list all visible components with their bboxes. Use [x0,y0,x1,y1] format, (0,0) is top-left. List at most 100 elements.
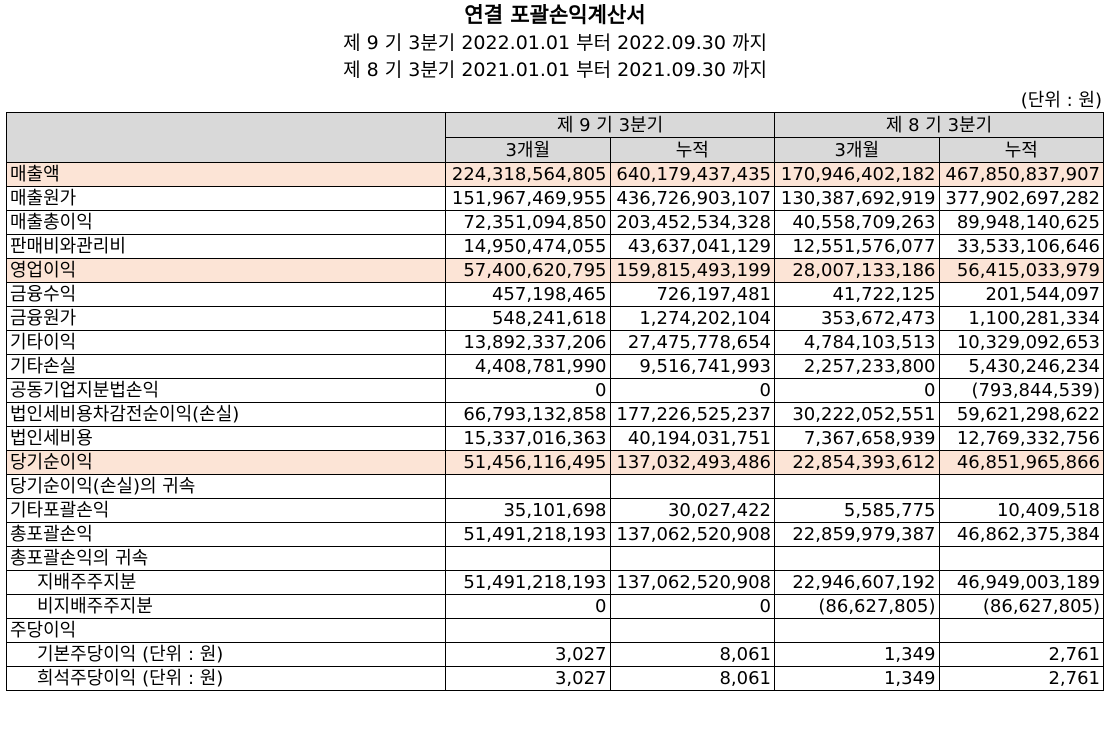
value-cell: 177,226,525,237 [609,402,775,427]
value-cell: 130,387,692,919 [774,186,940,211]
value-cell: 43,637,041,129 [609,234,775,259]
row-label: 매출총이익 [6,210,446,235]
row: 당기순이익 51,456,116,495 137,032,493,486 22,854… [6,450,1104,475]
value-cell: 1,349 [774,666,940,691]
empty-cell [774,546,940,571]
row-label: 법인세비용 [6,426,446,451]
value-cell: 3,027 [445,642,611,667]
value-cell: 22,946,607,192 [774,570,940,595]
value-cell: 46,862,375,384 [938,522,1104,547]
label-header [6,112,446,163]
value-cell: 40,558,709,263 [774,210,940,235]
row-label: 판매비와관리비 [6,234,446,259]
row: 비지배주주지분 0 0 (86,627,805) (86,627,805) [6,594,1104,619]
value-cell: 1,100,281,334 [938,306,1104,331]
value-cell: 1,349 [774,642,940,667]
value-cell: 2,761 [938,642,1104,667]
subheader: 3개월 [445,137,611,163]
empty-cell [774,474,940,499]
value-cell: 726,197,481 [609,282,775,307]
subheader: 누적 [609,137,775,163]
value-cell: 30,222,052,551 [774,402,940,427]
row-label: 총포괄손익의 귀속 [6,546,446,571]
subheader: 누적 [938,137,1104,163]
row: 기타손실 4,408,781,990 9,516,741,993 2,257,233,… [6,354,1104,379]
value-cell: 89,948,140,625 [938,210,1104,235]
value-cell: 40,194,031,751 [609,426,775,451]
row-label: 기타포괄손익 [6,498,446,523]
value-cell: 59,621,298,622 [938,402,1104,427]
value-cell: 51,456,116,495 [445,450,611,475]
value-cell: 0 [609,378,775,403]
value-cell: 224,318,564,805 [445,162,611,187]
value-cell: 467,850,837,907 [938,162,1104,187]
row: 총포괄손익 51,491,218,193 137,062,520,908 22,859… [6,522,1104,547]
value-cell: 2,761 [938,666,1104,691]
empty-cell [609,546,775,571]
row-label: 공동기업지분법손익 [6,378,446,403]
row-label: 기타손실 [6,354,446,379]
row: 판매비와관리비 14,950,474,055 43,637,041,129 12,55… [6,234,1104,259]
value-cell: 46,949,003,189 [938,570,1104,595]
empty-cell [938,618,1104,643]
row-label: 매출액 [6,162,446,187]
row-label: 지배주주지분 [6,570,446,595]
row-label: 희석주당이익 (단위 : 원) [6,666,446,691]
period: 제 8 기 3분기 2021.01.01 부터 2021.09.30 까지 [343,59,767,81]
value-cell: 5,430,246,234 [938,354,1104,379]
value-cell: 12,551,576,077 [774,234,940,259]
title: 연결 포괄손익계산서 [464,3,646,27]
row: 매출액 224,318,564,805 640,179,437,435 170,946… [6,162,1104,187]
row: 당기순이익(손실)의 귀속 [6,474,1104,499]
row: 법인세비용 15,337,016,363 40,194,031,751 7,367,6… [6,426,1104,451]
value-cell: 15,337,016,363 [445,426,611,451]
row-label: 주당이익 [6,618,446,643]
value-cell: 137,032,493,486 [609,450,775,475]
row-label: 매출원가 [6,186,446,211]
value-cell: 22,854,393,612 [774,450,940,475]
value-cell: 22,859,979,387 [774,522,940,547]
period: 제 9 기 3분기 2022.01.01 부터 2022.09.30 까지 [343,32,767,54]
empty-cell [445,474,611,499]
value-cell: 640,179,437,435 [609,162,775,187]
row-label: 법인세비용차감전순이익(손실) [6,402,446,427]
value-cell: 0 [445,378,611,403]
value-cell: 10,329,092,653 [938,330,1104,355]
value-cell: 548,241,618 [445,306,611,331]
value-cell: 51,491,218,193 [445,522,611,547]
empty-cell [609,474,775,499]
value-cell: 377,902,697,282 [938,186,1104,211]
value-cell: 41,722,125 [774,282,940,307]
row-label: 총포괄손익 [6,522,446,547]
row-label: 금융원가 [6,306,446,331]
row: 공동기업지분법손익 0 0 0 (793,844,539) [6,378,1104,403]
value-cell: 5,585,775 [774,498,940,523]
value-cell: 201,544,097 [938,282,1104,307]
value-cell: 159,815,493,199 [609,258,775,283]
subheader-row: 3개월 누적 3개월 누적 [7,137,1104,163]
value-cell: 436,726,903,107 [609,186,775,211]
empty-cell [938,546,1104,571]
value-cell: 8,061 [609,642,775,667]
value-cell: 35,101,698 [445,498,611,523]
empty-cell [445,546,611,571]
value-cell: (793,844,539) [938,378,1104,403]
value-cell: (86,627,805) [938,594,1104,619]
value-cell: 0 [609,594,775,619]
value-cell: 46,851,965,866 [938,450,1104,475]
row: 영업이익 57,400,620,795 159,815,493,199 28,007,… [6,258,1104,283]
value-cell: 457,198,465 [445,282,611,307]
value-cell: 33,533,106,646 [938,234,1104,259]
value-cell: 203,452,534,328 [609,210,775,235]
value-cell: 66,793,132,858 [445,402,611,427]
group-header: 제 8 기 3분기 [774,112,1104,138]
row-label: 금융수익 [6,282,446,307]
row: 금융수익 457,198,465 726,197,481 41,722,125 201,… [6,282,1104,307]
value-cell: 72,351,094,850 [445,210,611,235]
row-label: 당기순이익(손실)의 귀속 [6,474,446,499]
value-cell: 4,784,103,513 [774,330,940,355]
row: 기타이익 13,892,337,206 27,475,778,654 4,784,10… [6,330,1104,355]
value-cell: 3,027 [445,666,611,691]
value-cell: 137,062,520,908 [609,570,775,595]
